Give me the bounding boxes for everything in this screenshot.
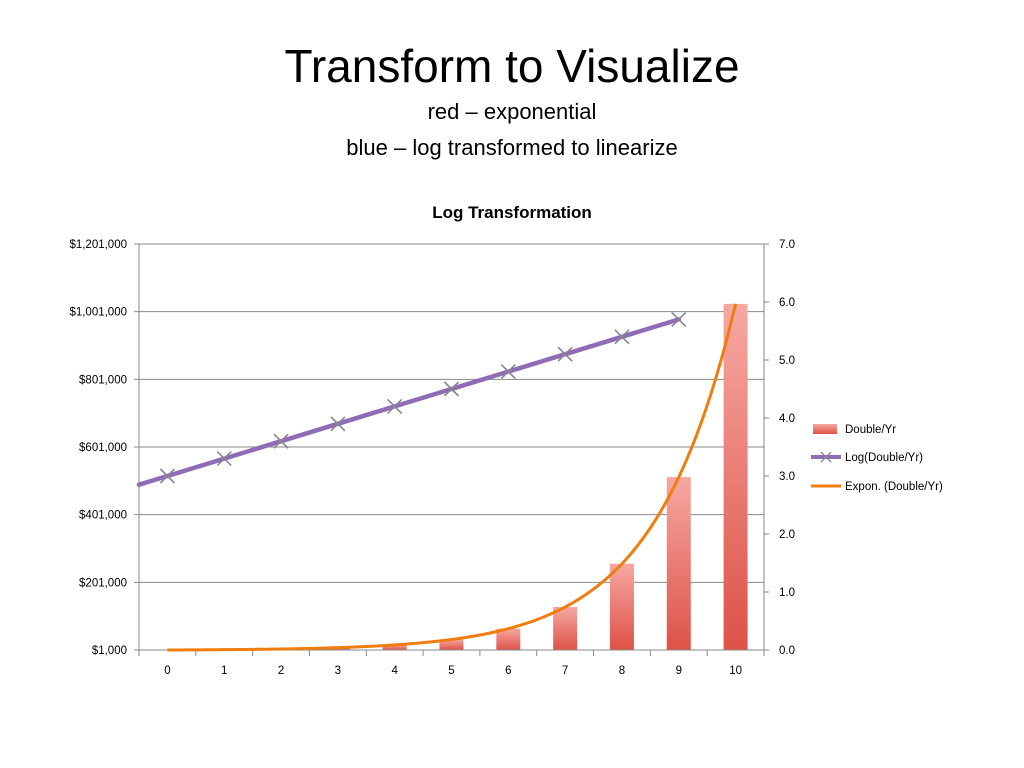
right-tick-label: 5.0 <box>779 355 795 367</box>
bar <box>666 477 691 650</box>
right-tick-label: 4.0 <box>779 413 795 425</box>
log-point-marker <box>443 381 460 397</box>
log-point-marker <box>330 416 346 432</box>
legend-label-line: Log(Double/Yr) <box>845 452 923 464</box>
right-tick-label: 2.0 <box>779 529 795 541</box>
bar-series <box>155 303 748 650</box>
log-point-marker <box>671 311 687 327</box>
left-tick-label: $401,000 <box>79 510 127 522</box>
slide-title: Transform to Visualize <box>284 40 740 92</box>
bar <box>439 639 464 650</box>
x-tick-label: 5 <box>448 665 454 677</box>
log-point-marker <box>273 433 289 449</box>
bar <box>553 607 578 650</box>
right-tick-label: 3.0 <box>779 471 795 483</box>
log-line-series <box>136 311 687 487</box>
log-point-marker <box>216 451 232 467</box>
log-line <box>136 317 682 487</box>
x-tick-label: 6 <box>505 665 511 677</box>
x-tick-label: 3 <box>335 665 341 677</box>
right-tick-label: 0.0 <box>779 645 795 657</box>
left-tick-label: $601,000 <box>79 442 127 454</box>
left-tick-label: $1,001,000 <box>69 307 127 319</box>
legend-label-bar: Double/Yr <box>845 424 896 436</box>
log-point-marker <box>159 468 175 484</box>
bar <box>382 644 407 650</box>
right-tick-label: 6.0 <box>779 297 795 309</box>
x-tick-label: 10 <box>729 665 742 677</box>
x-tick-label: 4 <box>391 665 398 677</box>
legend: Double/Yr Log(Double/Yr) Expon. (Double/Yr… <box>811 424 943 493</box>
bar <box>496 628 521 650</box>
axes: $1,000 $201,000 $401,000 $601,000 $801,000 $1… <box>69 239 795 677</box>
bar <box>723 303 748 650</box>
exponential-trendline <box>167 303 738 652</box>
x-tick-label: 1 <box>221 665 227 677</box>
legend-swatch-bar <box>813 424 837 434</box>
log-point-marker <box>500 364 516 380</box>
x-tick-label: 2 <box>278 665 284 677</box>
x-tick-label: 0 <box>164 665 170 677</box>
log-point-marker <box>387 398 403 414</box>
left-tick-label: $1,201,000 <box>69 239 127 251</box>
slide-subtitle-blue: blue – log transformed to linearize <box>346 135 678 160</box>
slide-subtitle-red: red – exponential <box>427 99 597 124</box>
right-tick-label: 7.0 <box>779 239 795 251</box>
log-point-marker <box>614 329 630 345</box>
log-point-marker <box>557 346 573 362</box>
trendline-series <box>167 303 738 652</box>
bar <box>609 563 634 650</box>
x-tick-label: 8 <box>619 665 625 677</box>
left-tick-label: $801,000 <box>79 374 127 386</box>
x-tick-label: 9 <box>676 665 682 677</box>
left-tick-label: $201,000 <box>79 577 127 589</box>
left-tick-label: $1,000 <box>92 645 127 657</box>
legend-label-trend: Expon. (Double/Yr) <box>845 481 943 493</box>
right-tick-label: 1.0 <box>779 587 795 599</box>
x-tick-label: 7 <box>562 665 568 677</box>
legend-swatch-marker <box>820 451 832 463</box>
chart-title: Log Transformation <box>432 203 592 222</box>
